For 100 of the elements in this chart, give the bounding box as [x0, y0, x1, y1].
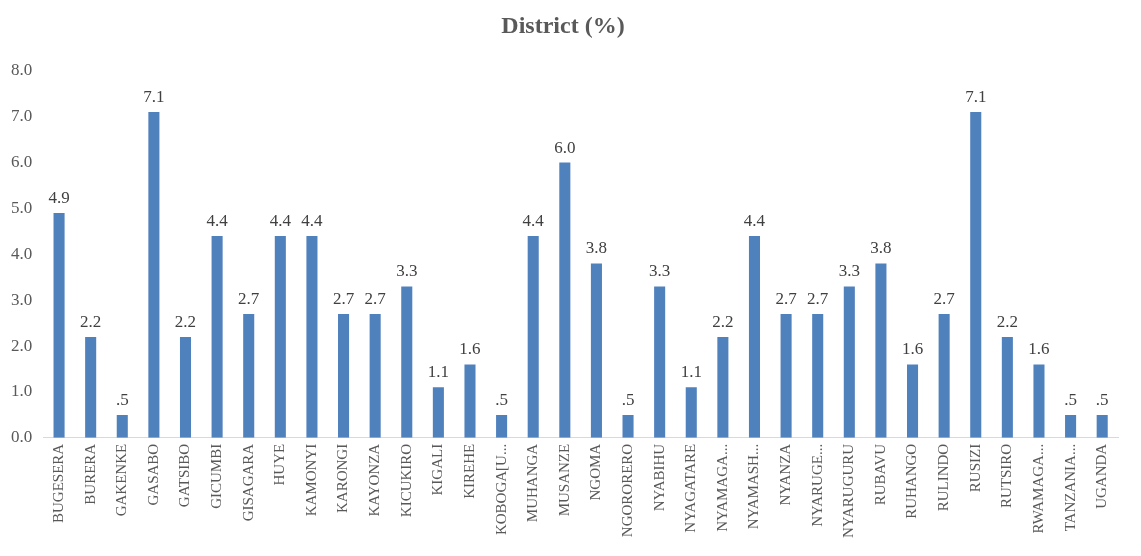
data-label: 1.6 [1028, 339, 1050, 359]
data-label: 2.2 [80, 311, 102, 331]
data-label: 4.4 [206, 210, 229, 230]
data-label: .5 [115, 389, 129, 409]
data-label: .5 [621, 389, 635, 409]
data-label: 2.2 [712, 311, 734, 331]
bar [53, 213, 65, 438]
bar [938, 313, 950, 438]
data-label: 6.0 [554, 137, 576, 157]
data-label: 3.8 [870, 238, 892, 258]
bar [907, 364, 919, 438]
bar [654, 286, 666, 438]
bar [685, 387, 697, 438]
data-label: .5 [1064, 389, 1077, 409]
bar [748, 235, 761, 438]
data-label: 4.4 [301, 210, 324, 230]
y-tick-label: 7.0 [11, 106, 33, 126]
y-tick-label: 8.0 [11, 60, 33, 80]
x-tick-label: KAMONYI [302, 443, 319, 517]
data-label: 3.3 [838, 261, 860, 281]
x-tick-label: MUHANGA [524, 443, 541, 523]
bar [812, 313, 824, 438]
x-tick-label: NYAGATARE [682, 443, 699, 533]
x-tick-label: NYAMAGA... [713, 443, 730, 532]
x-tick-label: NYABIHU [650, 443, 667, 512]
data-label: 4.4 [522, 210, 545, 230]
bar [590, 263, 602, 438]
data-label: 2.2 [174, 311, 197, 331]
x-tick-label: BURERA [81, 443, 98, 505]
data-label: 3.3 [396, 261, 418, 281]
x-tick-label: RWAMAGA... [1029, 443, 1046, 534]
bar [179, 336, 192, 438]
x-tick-label: GAKENKE [113, 443, 130, 517]
bar [85, 336, 97, 438]
bar [116, 414, 128, 438]
data-label: 3.8 [585, 238, 608, 258]
data-label: 1.6 [901, 339, 924, 359]
y-tick-label: 2.0 [11, 335, 33, 355]
bar [843, 286, 855, 438]
x-tick-label: MUSANZE [555, 443, 572, 517]
y-tick-label: 3.0 [11, 289, 33, 309]
x-tick-label: NYARUGE... [808, 443, 825, 527]
bar [717, 336, 729, 438]
bar [401, 286, 413, 438]
x-tick-label: RUBAVU [871, 443, 888, 506]
bar [622, 414, 634, 438]
bar [432, 387, 444, 438]
bar [780, 313, 792, 438]
x-tick-label: KAYONZA [366, 443, 383, 517]
x-tick-label: KOBOGA[U... [492, 443, 509, 536]
x-tick-label: RULINDO [935, 443, 952, 512]
x-tick-label: NYAMASH... [745, 443, 762, 530]
bar [970, 112, 982, 438]
bar [369, 313, 381, 438]
bar [1001, 336, 1013, 438]
x-tick-label: GASABO [144, 443, 161, 506]
data-label: 4.9 [48, 187, 70, 207]
x-tick-label: NGOMA [587, 443, 604, 501]
data-label: 2.7 [364, 288, 387, 308]
bar [211, 235, 223, 438]
bar [875, 263, 887, 438]
bar [527, 235, 539, 438]
data-label: 1.1 [680, 362, 702, 382]
bar [496, 414, 508, 438]
x-tick-label: GICUMBI [208, 443, 225, 509]
data-label: 2.7 [933, 288, 956, 308]
x-tick-label: KIREHE [460, 443, 477, 499]
data-label: 2.2 [996, 311, 1018, 331]
x-tick-label: KARONGI [334, 443, 351, 513]
bar [338, 313, 350, 438]
y-tick-label: 6.0 [11, 152, 33, 172]
x-tick-label: NYANZA [777, 443, 794, 506]
x-tick-label: GATSIBO [176, 443, 193, 508]
bar [464, 364, 476, 438]
data-label: 7.1 [143, 87, 165, 107]
x-tick-label: NYARUGURU [840, 443, 857, 539]
data-label: 7.1 [965, 87, 987, 107]
x-tick-label: BUGESERA [49, 443, 66, 524]
bar [306, 235, 318, 438]
bar [559, 162, 571, 438]
bar [243, 313, 255, 438]
x-tick-label: TANZANIA... [1061, 443, 1078, 532]
bar [274, 235, 286, 438]
x-tick-label: NGORORERO [618, 443, 635, 538]
data-label: 1.6 [459, 339, 481, 359]
y-tick-label: 1.0 [11, 381, 33, 401]
data-label: .5 [1095, 389, 1109, 409]
y-tick-label: 0.0 [11, 427, 33, 447]
data-label: 2.7 [332, 288, 355, 308]
x-tick-label: GISAGARA [239, 443, 256, 522]
bar [148, 112, 160, 438]
bar [1033, 364, 1045, 438]
bar [1096, 414, 1108, 438]
x-tick-label: KICUKIRO [397, 443, 414, 518]
bar [1065, 414, 1077, 438]
data-label: 2.7 [775, 288, 798, 308]
data-label: 2.7 [238, 288, 260, 308]
y-tick-label: 4.0 [11, 243, 33, 263]
data-label: 1.1 [427, 362, 449, 382]
data-label: 4.4 [269, 210, 292, 230]
